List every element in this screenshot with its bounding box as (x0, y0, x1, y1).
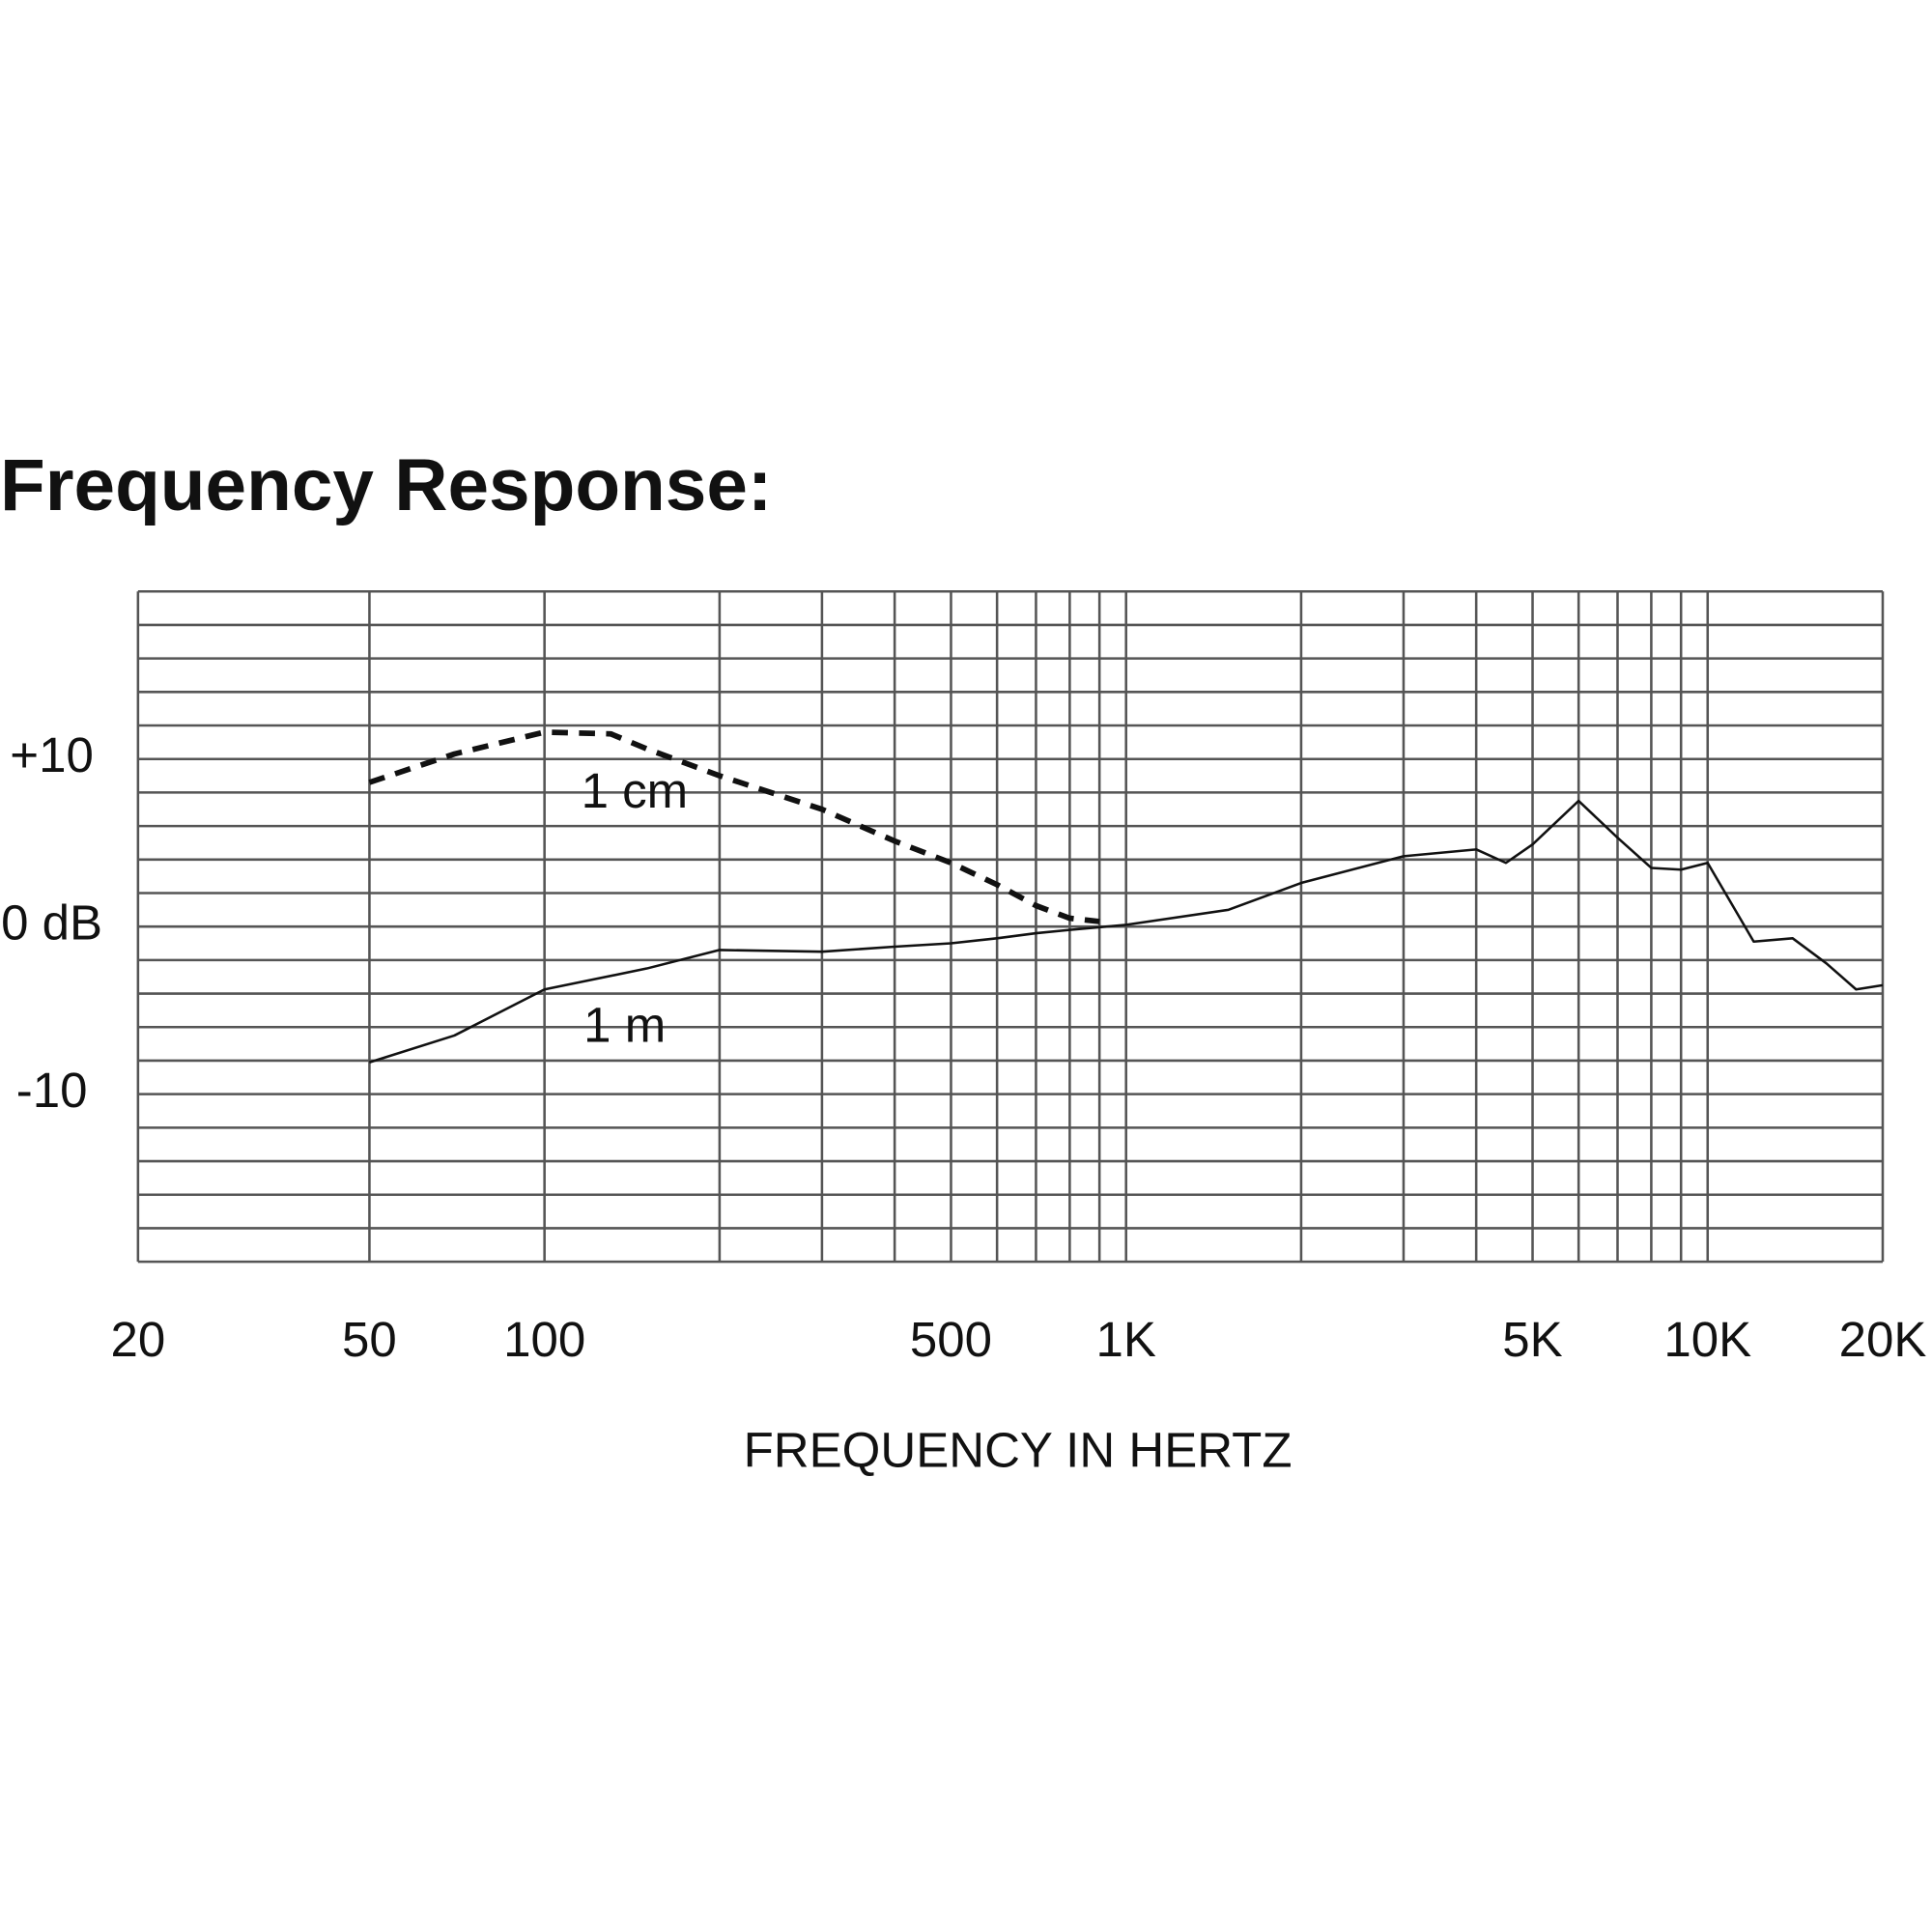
series-label: 1 cm (582, 763, 689, 818)
y-tick-label: +10 (10, 727, 94, 782)
x-tick-label: 100 (503, 1312, 585, 1367)
series-line (369, 799, 1884, 1064)
chart-title: Frequency Response: (0, 444, 772, 526)
y-tick-label: -10 (16, 1063, 88, 1118)
x-tick-label: 50 (342, 1312, 397, 1367)
series-line (368, 729, 1100, 924)
y-tick-label: 0 dB (1, 895, 102, 951)
x-tick-label: 5K (1502, 1312, 1562, 1367)
series-label: 1 m (583, 998, 666, 1053)
x-tick-label: 20K (1839, 1312, 1927, 1367)
x-tick-label: 20 (110, 1312, 165, 1367)
x-tick-label: 1K (1096, 1312, 1156, 1367)
x-tick-label: 500 (910, 1312, 992, 1367)
x-tick-label: 10K (1663, 1312, 1751, 1367)
x-axis-label: FREQUENCY IN HERTZ (744, 1423, 1293, 1478)
